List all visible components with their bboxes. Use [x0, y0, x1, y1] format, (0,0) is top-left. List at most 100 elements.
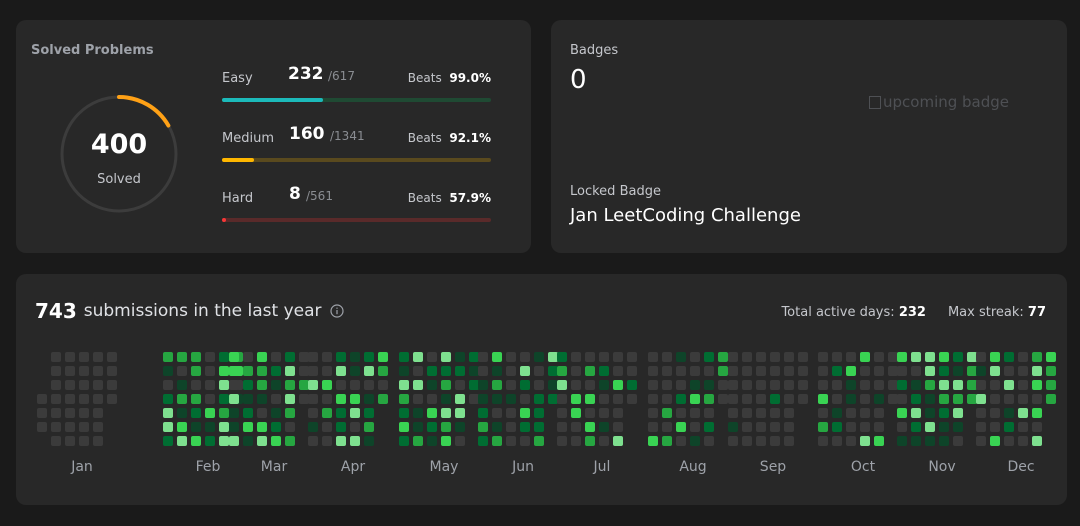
heatmap-cell[interactable] — [322, 352, 332, 362]
heatmap-cell[interactable] — [534, 436, 544, 446]
heatmap-cell[interactable] — [413, 380, 423, 390]
heatmap-cell[interactable] — [455, 366, 465, 376]
heatmap-cell[interactable] — [478, 352, 488, 362]
heatmap-cell[interactable] — [441, 366, 451, 376]
heatmap-cell[interactable] — [163, 352, 173, 362]
heatmap-cell[interactable] — [888, 394, 898, 404]
heatmap-cell[interactable] — [613, 352, 623, 362]
heatmap-cell[interactable] — [229, 422, 239, 432]
heatmap-cell[interactable] — [976, 394, 986, 404]
heatmap-cell[interactable] — [229, 352, 239, 362]
heatmap-cell[interactable] — [976, 422, 986, 432]
heatmap-cell[interactable] — [756, 408, 766, 418]
heatmap-cell[interactable] — [599, 366, 609, 376]
heatmap-cell[interactable] — [37, 408, 47, 418]
heatmap-cell[interactable] — [770, 436, 780, 446]
heatmap-cell[interactable] — [690, 436, 700, 446]
heatmap-cell[interactable] — [520, 394, 530, 404]
heatmap-cell[interactable] — [205, 352, 215, 362]
heatmap-cell[interactable] — [599, 394, 609, 404]
heatmap-cell[interactable] — [756, 366, 766, 376]
heatmap-cell[interactable] — [191, 352, 201, 362]
heatmap-cell[interactable] — [336, 408, 346, 418]
heatmap-cell[interactable] — [770, 422, 780, 432]
heatmap-cell[interactable] — [818, 422, 828, 432]
heatmap-cell[interactable] — [308, 366, 318, 376]
heatmap-cell[interactable] — [990, 366, 1000, 376]
heatmap-cell[interactable] — [219, 366, 229, 376]
heatmap-cell[interactable] — [1004, 394, 1014, 404]
heatmap-cell[interactable] — [378, 366, 388, 376]
heatmap-cell[interactable] — [846, 422, 856, 432]
heatmap-cell[interactable] — [205, 366, 215, 376]
heatmap-cell[interactable] — [613, 380, 623, 390]
heatmap-cell[interactable] — [648, 408, 658, 418]
heatmap-cell[interactable] — [718, 380, 728, 390]
heatmap-cell[interactable] — [469, 352, 479, 362]
heatmap-cell[interactable] — [271, 380, 281, 390]
heatmap-cell[interactable] — [939, 408, 949, 418]
heatmap-cell[interactable] — [93, 422, 103, 432]
heatmap-cell[interactable] — [662, 408, 672, 418]
heatmap-cell[interactable] — [756, 394, 766, 404]
heatmap-cell[interactable] — [662, 422, 672, 432]
heatmap-cell[interactable] — [534, 408, 544, 418]
heatmap-cell[interactable] — [191, 408, 201, 418]
heatmap-cell[interactable] — [718, 352, 728, 362]
heatmap-cell[interactable] — [939, 422, 949, 432]
heatmap-cell[interactable] — [492, 380, 502, 390]
heatmap-cell[interactable] — [79, 394, 89, 404]
heatmap-cell[interactable] — [911, 436, 921, 446]
heatmap-cell[interactable] — [191, 394, 201, 404]
heatmap-cell[interactable] — [413, 436, 423, 446]
heatmap-cell[interactable] — [888, 352, 898, 362]
heatmap-cell[interactable] — [79, 366, 89, 376]
heatmap-cell[interactable] — [784, 366, 794, 376]
heatmap-cell[interactable] — [163, 422, 173, 432]
heatmap-cell[interactable] — [1018, 422, 1028, 432]
heatmap-cell[interactable] — [506, 366, 516, 376]
heatmap-cell[interactable] — [925, 394, 935, 404]
heatmap-cell[interactable] — [728, 408, 738, 418]
heatmap-cell[interactable] — [662, 352, 672, 362]
heatmap-cell[interactable] — [818, 408, 828, 418]
heatmap-cell[interactable] — [219, 436, 229, 446]
heatmap-cell[interactable] — [613, 366, 623, 376]
heatmap-cell[interactable] — [925, 436, 935, 446]
heatmap-cell[interactable] — [177, 408, 187, 418]
heatmap-cell[interactable] — [925, 408, 935, 418]
heatmap-cell[interactable] — [520, 436, 530, 446]
heatmap-cell[interactable] — [742, 408, 752, 418]
heatmap-cell[interactable] — [177, 352, 187, 362]
heatmap-cell[interactable] — [191, 366, 201, 376]
heatmap-cell[interactable] — [832, 436, 842, 446]
heatmap-cell[interactable] — [939, 380, 949, 390]
heatmap-cell[interactable] — [163, 408, 173, 418]
heatmap-cell[interactable] — [455, 394, 465, 404]
heatmap-cell[interactable] — [648, 366, 658, 376]
heatmap-cell[interactable] — [953, 394, 963, 404]
heatmap-cell[interactable] — [308, 394, 318, 404]
heatmap-cell[interactable] — [441, 352, 451, 362]
heatmap-cell[interactable] — [770, 352, 780, 362]
heatmap-cell[interactable] — [299, 380, 309, 390]
heatmap-cell[interactable] — [548, 394, 558, 404]
heatmap-cell[interactable] — [322, 366, 332, 376]
heatmap-cell[interactable] — [1046, 380, 1056, 390]
heatmap-cell[interactable] — [1032, 394, 1042, 404]
heatmap-cell[interactable] — [492, 408, 502, 418]
heatmap-cell[interactable] — [648, 436, 658, 446]
heatmap-cell[interactable] — [534, 380, 544, 390]
heatmap-cell[interactable] — [107, 394, 117, 404]
heatmap-cell[interactable] — [93, 380, 103, 390]
heatmap-cell[interactable] — [704, 394, 714, 404]
heatmap-cell[interactable] — [243, 366, 253, 376]
heatmap-cell[interactable] — [728, 436, 738, 446]
heatmap-cell[interactable] — [662, 394, 672, 404]
heatmap-cell[interactable] — [925, 352, 935, 362]
heatmap-cell[interactable] — [107, 380, 117, 390]
heatmap-cell[interactable] — [911, 408, 921, 418]
heatmap-cell[interactable] — [784, 422, 794, 432]
heatmap-cell[interactable] — [718, 366, 728, 376]
heatmap-cell[interactable] — [798, 380, 808, 390]
